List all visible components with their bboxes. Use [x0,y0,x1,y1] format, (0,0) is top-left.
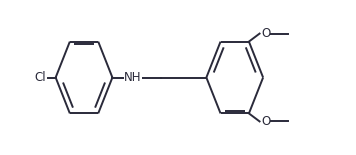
Text: NH: NH [124,71,142,84]
Text: O: O [261,115,270,128]
Text: O: O [261,27,270,40]
Text: Cl: Cl [35,71,46,84]
